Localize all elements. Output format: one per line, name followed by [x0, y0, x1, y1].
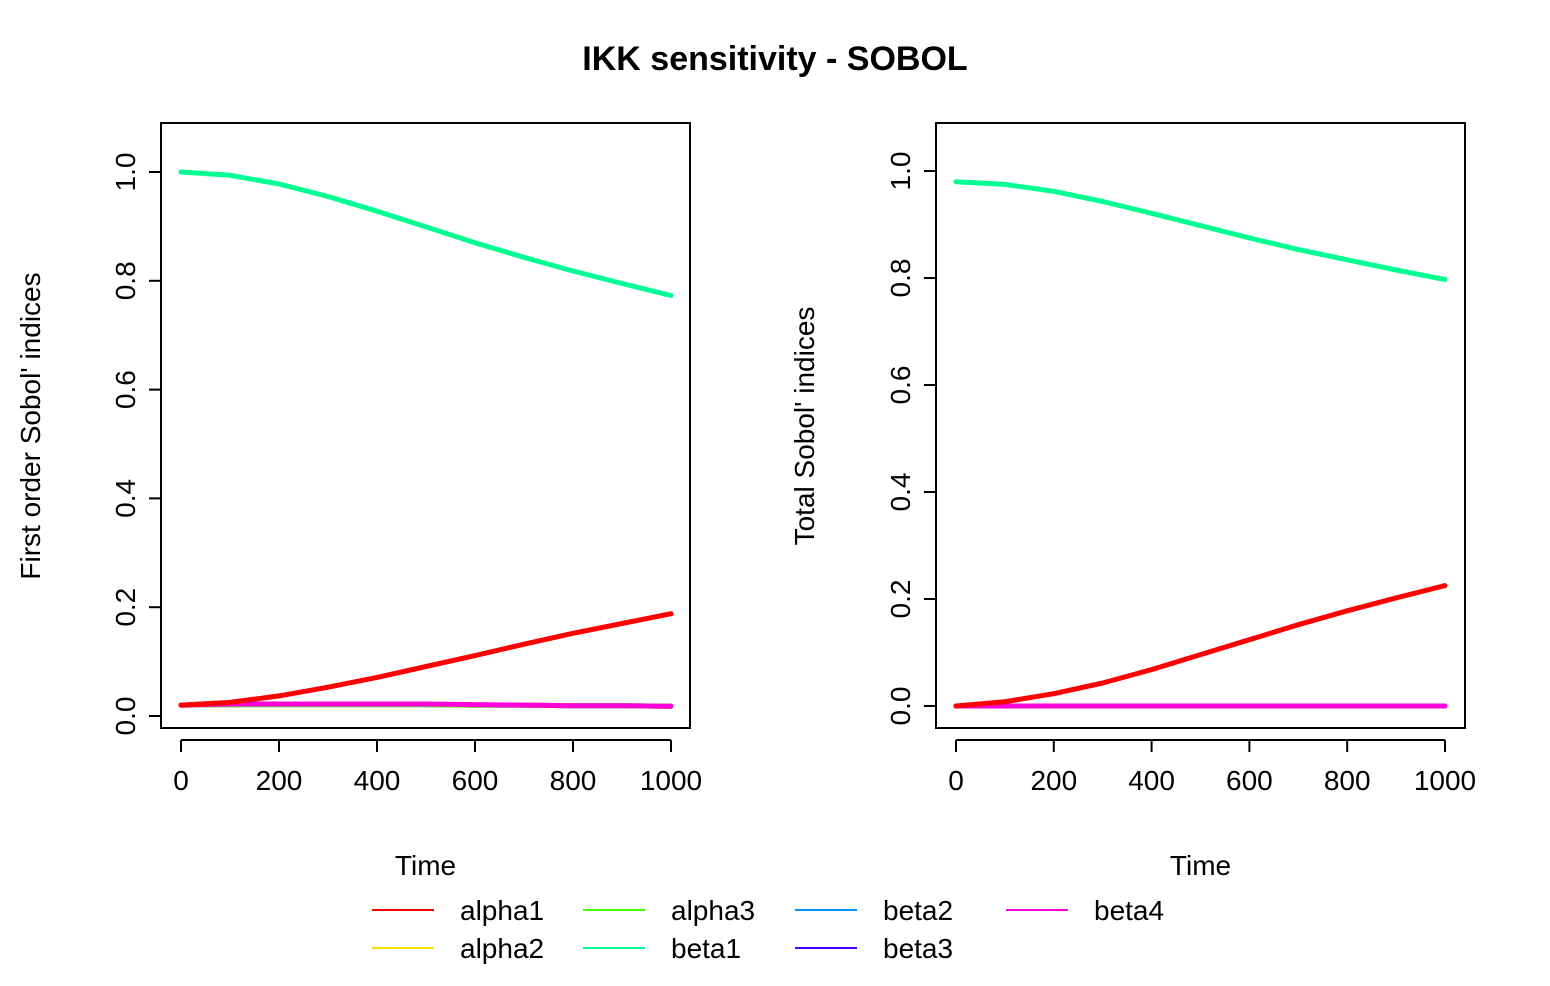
legend-label-alpha3: alpha3: [671, 895, 755, 926]
x-tick-label: 800: [1324, 765, 1371, 796]
x-tick-label: 0: [173, 765, 189, 796]
x-tick-label: 600: [452, 765, 499, 796]
legend-label-alpha2: alpha2: [460, 933, 544, 964]
total-order-panel: 0 200 400 600 800 1000 0.0 0.2 0.4 0.6 0.8 1.0 Time T…: [789, 122, 1476, 881]
y-tick-label: 1.0: [885, 152, 916, 191]
y-tick-label: 0.6: [110, 370, 141, 409]
y-tick-label: 0.4: [110, 479, 141, 518]
x-tick-label: 400: [354, 765, 401, 796]
series-line-alpha1: [953, 583, 1448, 709]
x-tick-label: 400: [1128, 765, 1175, 796]
y-tick-label: 0.2: [110, 588, 141, 627]
x-tick-label: 1000: [640, 765, 702, 796]
y-tick-label: 0.8: [885, 259, 916, 298]
x-tick-label: 0: [948, 765, 964, 796]
legend-label-beta4: beta4: [1094, 895, 1164, 926]
series-line-beta1: [178, 169, 674, 298]
x-tick-label: 800: [550, 765, 597, 796]
series-line-alpha1: [178, 611, 674, 708]
chart-title: IKK sensitivity - SOBOL: [582, 40, 967, 78]
y-tick-label: 0.6: [885, 366, 916, 405]
y-axis-label: First order Sobol' indices: [15, 272, 46, 579]
x-tick-label: 600: [1226, 765, 1273, 796]
series-line-beta1: [953, 179, 1448, 283]
x-axis-label: Time: [1170, 850, 1231, 881]
y-axis-label: Total Sobol' indices: [789, 307, 820, 546]
plot-frame: [935, 122, 1466, 729]
series-line-beta4: [178, 701, 674, 709]
legend-label-beta1: beta1: [671, 933, 741, 964]
y-tick-label: 0.0: [885, 687, 916, 726]
first-order-panel: 0 200 400 600 800 1000 0.0 0.2 0.4 0.6 0.8 1.0 Time F…: [15, 122, 702, 881]
legend-label-beta2: beta2: [883, 895, 953, 926]
y-tick-label: 0.2: [885, 580, 916, 619]
plot-frame: [160, 122, 691, 729]
x-tick-label: 1000: [1414, 765, 1476, 796]
x-axis-label: Time: [395, 850, 456, 881]
legend-label-alpha1: alpha1: [460, 895, 544, 926]
x-tick-label: 200: [1030, 765, 1077, 796]
legend: alpha1 alpha2 alpha3 beta1 beta2 beta3 beta4: [372, 895, 1164, 964]
y-tick-label: 0.0: [110, 697, 141, 736]
y-tick-label: 1.0: [110, 153, 141, 192]
legend-label-beta3: beta3: [883, 933, 953, 964]
y-tick-label: 0.4: [885, 473, 916, 512]
y-tick-label: 0.8: [110, 261, 141, 300]
x-tick-label: 200: [256, 765, 303, 796]
